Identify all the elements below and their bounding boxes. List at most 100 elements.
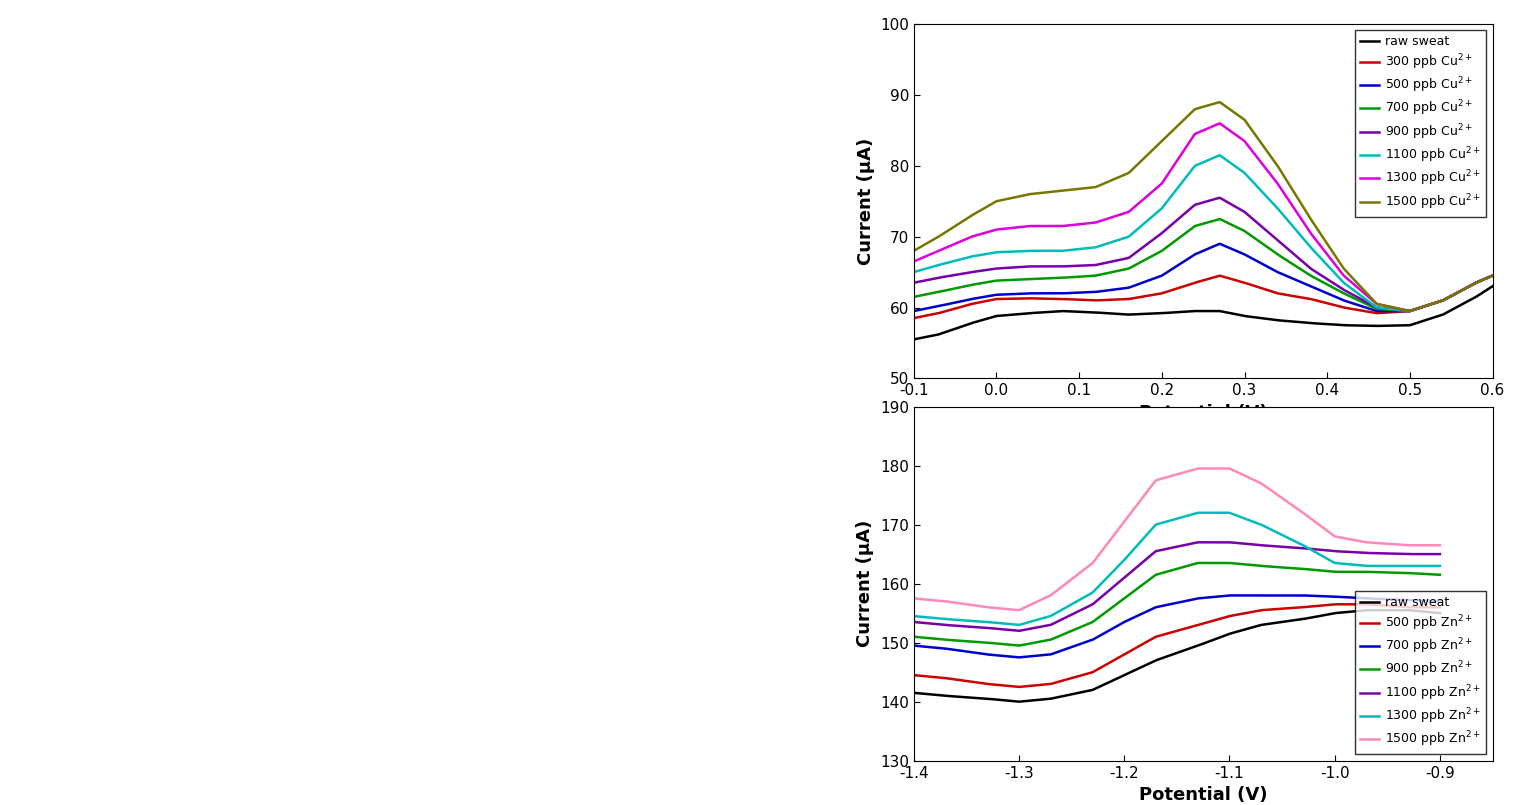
raw sweat (905, 335, 923, 345)
1500 ppb Zn$^{2+}$ (1430, 540, 1448, 550)
300 ppb Cu$^{2+}$ (1094, 295, 1112, 305)
1500 ppb Cu$^{2+}$ (1401, 306, 1419, 316)
1500 ppb Zn$^{2+}$ (1008, 605, 1027, 615)
1100 ppb Cu$^{2+}$ (1323, 266, 1342, 276)
X-axis label: Potential (V): Potential (V) (1139, 786, 1267, 804)
raw sweat (1288, 615, 1307, 625)
raw sweat (1483, 282, 1502, 291)
1100 ppb Zn$^{2+}$ (969, 622, 987, 632)
500 ppb Cu$^{2+}$ (1211, 239, 1229, 249)
1500 ppb Cu$^{2+}$ (1094, 180, 1112, 189)
1500 ppb Cu$^{2+}$ (905, 246, 923, 256)
Line: 1500 ppb Zn$^{2+}$: 1500 ppb Zn$^{2+}$ (914, 469, 1439, 610)
1500 ppb Cu$^{2+}$ (975, 204, 993, 213)
raw sweat (1133, 309, 1151, 319)
1500 ppb Cu$^{2+}$ (1323, 248, 1342, 258)
900 ppb Cu$^{2+}$ (1270, 237, 1288, 246)
1300 ppb Cu$^{2+}$ (1133, 195, 1151, 204)
700 ppb Cu$^{2+}$ (1211, 214, 1229, 224)
900 ppb Cu$^{2+}$ (1327, 280, 1345, 290)
900 ppb Zn$^{2+}$ (905, 632, 923, 642)
1300 ppb Cu$^{2+}$ (975, 229, 993, 238)
700 ppb Cu$^{2+}$ (1133, 256, 1151, 266)
900 ppb Zn$^{2+}$ (1010, 641, 1028, 650)
900 ppb Zn$^{2+}$ (1238, 559, 1256, 569)
700 ppb Zn$^{2+}$ (1290, 591, 1308, 601)
Line: 1100 ppb Zn$^{2+}$: 1100 ppb Zn$^{2+}$ (914, 543, 1439, 631)
700 ppb Zn$^{2+}$ (905, 641, 923, 650)
500 ppb Cu$^{2+}$ (1327, 292, 1345, 302)
Legend: raw sweat, 500 ppb Zn$^{2+}$, 700 ppb Zn$^{2+}$, 900 ppb Zn$^{2+}$, 1100 ppb Zn$: raw sweat, 500 ppb Zn$^{2+}$, 700 ppb Zn… (1355, 592, 1486, 754)
1300 ppb Zn$^{2+}$ (1430, 561, 1448, 571)
raw sweat (1359, 605, 1377, 615)
1300 ppb Cu$^{2+}$ (1483, 270, 1502, 280)
1300 ppb Zn$^{2+}$ (905, 611, 923, 621)
900 ppb Zn$^{2+}$ (1290, 564, 1308, 573)
1500 ppb Cu$^{2+}$ (1270, 163, 1288, 173)
1100 ppb Cu$^{2+}$ (905, 267, 923, 277)
1300 ppb Zn$^{2+}$ (1290, 539, 1308, 548)
700 ppb Cu$^{2+}$ (1094, 270, 1112, 279)
Line: 700 ppb Cu$^{2+}$: 700 ppb Cu$^{2+}$ (914, 219, 1493, 311)
300 ppb Cu$^{2+}$ (1483, 270, 1502, 280)
700 ppb Cu$^{2+}$ (1270, 250, 1288, 260)
900 ppb Zn$^{2+}$ (1189, 558, 1208, 568)
700 ppb Zn$^{2+}$ (1010, 653, 1028, 663)
1500 ppb Zn$^{2+}$ (969, 601, 987, 611)
700 ppb Cu$^{2+}$ (1401, 306, 1419, 316)
300 ppb Cu$^{2+}$ (1322, 299, 1340, 309)
raw sweat (1094, 308, 1112, 318)
1500 ppb Cu$^{2+}$ (1133, 155, 1151, 164)
700 ppb Zn$^{2+}$ (1115, 617, 1133, 627)
raw sweat (1269, 316, 1287, 325)
900 ppb Cu$^{2+}$ (1401, 306, 1419, 316)
Line: 1300 ppb Zn$^{2+}$: 1300 ppb Zn$^{2+}$ (914, 513, 1439, 625)
1100 ppb Zn$^{2+}$ (1287, 543, 1305, 552)
Line: 500 ppb Cu$^{2+}$: 500 ppb Cu$^{2+}$ (914, 244, 1493, 311)
1300 ppb Zn$^{2+}$ (1287, 537, 1305, 547)
700 ppb Cu$^{2+}$ (1327, 284, 1345, 294)
raw sweat (1322, 320, 1340, 329)
500 ppb Zn$^{2+}$ (969, 678, 987, 687)
1500 ppb Cu$^{2+}$ (1327, 252, 1345, 262)
900 ppb Zn$^{2+}$ (1115, 594, 1133, 604)
Line: 900 ppb Cu$^{2+}$: 900 ppb Cu$^{2+}$ (914, 198, 1493, 311)
900 ppb Zn$^{2+}$ (1287, 564, 1305, 573)
700 ppb Zn$^{2+}$ (1221, 591, 1240, 601)
1300 ppb Cu$^{2+}$ (905, 257, 923, 266)
700 ppb Cu$^{2+}$ (1323, 283, 1342, 292)
1100 ppb Zn$^{2+}$ (1238, 539, 1256, 549)
500 ppb Cu$^{2+}$ (1270, 268, 1288, 278)
1500 ppb Cu$^{2+}$ (1483, 270, 1502, 280)
Line: 700 ppb Zn$^{2+}$: 700 ppb Zn$^{2+}$ (914, 596, 1439, 658)
700 ppb Zn$^{2+}$ (1430, 597, 1448, 606)
300 ppb Cu$^{2+}$ (1269, 288, 1287, 298)
1100 ppb Cu$^{2+}$ (1133, 220, 1151, 229)
500 ppb Cu$^{2+}$ (1483, 270, 1502, 280)
raw sweat (1077, 687, 1095, 696)
1100 ppb Zn$^{2+}$ (905, 617, 923, 627)
Line: 500 ppb Zn$^{2+}$: 500 ppb Zn$^{2+}$ (914, 605, 1439, 687)
700 ppb Zn$^{2+}$ (1238, 591, 1256, 601)
900 ppb Zn$^{2+}$ (969, 637, 987, 646)
500 ppb Zn$^{2+}$ (1237, 608, 1255, 617)
Y-axis label: Current (μA): Current (μA) (856, 138, 874, 265)
1500 ppb Zn$^{2+}$ (1290, 505, 1308, 514)
raw sweat (1325, 320, 1343, 329)
500 ppb Zn$^{2+}$ (1285, 603, 1304, 613)
900 ppb Cu$^{2+}$ (905, 278, 923, 287)
1500 ppb Zn$^{2+}$ (1077, 563, 1095, 572)
900 ppb Cu$^{2+}$ (1483, 270, 1502, 280)
1100 ppb Cu$^{2+}$ (1094, 241, 1112, 250)
1300 ppb Cu$^{2+}$ (1211, 118, 1229, 128)
raw sweat (1285, 615, 1304, 625)
700 ppb Cu$^{2+}$ (975, 278, 993, 287)
500 ppb Cu$^{2+}$ (975, 292, 993, 302)
1300 ppb Zn$^{2+}$ (1238, 514, 1256, 524)
500 ppb Zn$^{2+}$ (1288, 603, 1307, 613)
1100 ppb Zn$^{2+}$ (1077, 602, 1095, 612)
700 ppb Zn$^{2+}$ (969, 648, 987, 658)
900 ppb Zn$^{2+}$ (1430, 570, 1448, 580)
1300 ppb Cu$^{2+}$ (1327, 261, 1345, 270)
500 ppb Cu$^{2+}$ (905, 306, 923, 316)
